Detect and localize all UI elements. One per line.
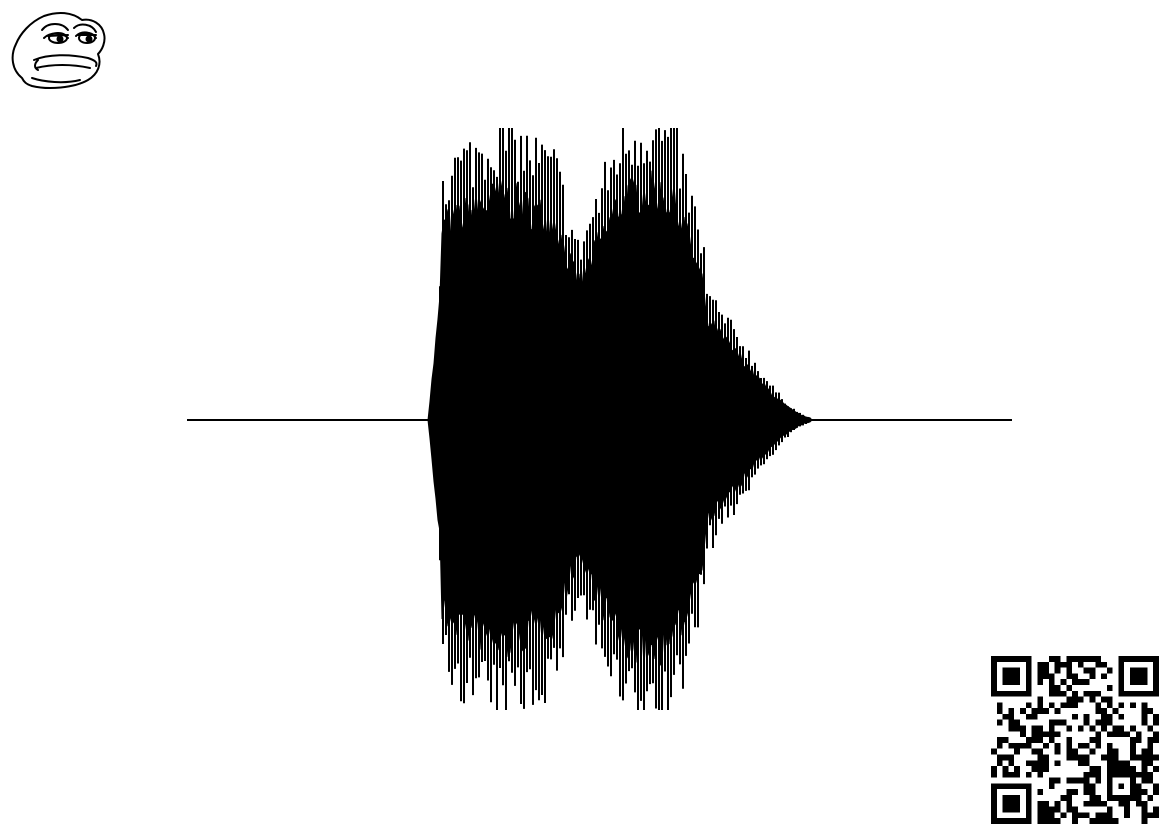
waveform-spikes	[439, 128, 807, 710]
qr-modules	[991, 656, 1159, 824]
frog-face-icon	[11, 11, 106, 89]
qr-code-icon	[991, 656, 1159, 824]
